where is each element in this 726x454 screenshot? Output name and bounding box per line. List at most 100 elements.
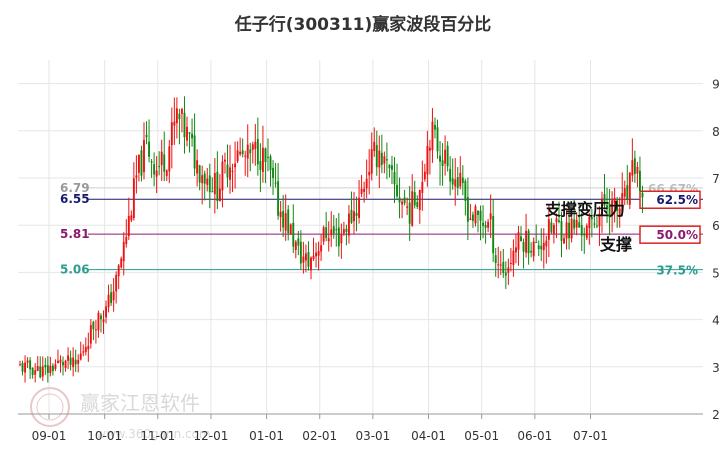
candle-body bbox=[585, 225, 588, 238]
candle-body bbox=[598, 213, 601, 227]
candle-body bbox=[517, 232, 520, 250]
candle-body bbox=[489, 213, 492, 220]
level-label-right: 62.5% bbox=[656, 193, 698, 207]
candle-body bbox=[507, 267, 510, 273]
y-tick-label: 6 bbox=[712, 219, 720, 233]
candle-body bbox=[537, 245, 540, 250]
candle-body bbox=[570, 218, 573, 239]
x-tick-label: 05-01 bbox=[464, 429, 499, 443]
candle-body bbox=[249, 149, 252, 154]
candle-body bbox=[590, 217, 593, 220]
candle-body bbox=[112, 291, 115, 301]
candle-body bbox=[57, 360, 59, 364]
candle-body bbox=[484, 224, 487, 228]
candle-body bbox=[213, 172, 216, 195]
candle-body bbox=[94, 329, 97, 331]
candle-body bbox=[24, 362, 27, 373]
candle-body bbox=[277, 181, 280, 216]
candle-body bbox=[282, 211, 285, 228]
candle-body bbox=[256, 138, 259, 165]
candle-body bbox=[385, 159, 388, 161]
candle-body bbox=[423, 171, 426, 180]
candle-body bbox=[428, 147, 431, 151]
candle-body bbox=[120, 258, 123, 268]
candle-body bbox=[370, 149, 373, 174]
candle-body bbox=[143, 139, 145, 173]
candle-body bbox=[406, 206, 409, 208]
candle-body bbox=[499, 264, 502, 266]
candle-body bbox=[522, 241, 525, 252]
candle-body bbox=[616, 200, 619, 212]
candle-body bbox=[261, 147, 264, 172]
candle-body bbox=[107, 294, 110, 308]
candle-body bbox=[368, 171, 371, 176]
candle-body bbox=[358, 197, 361, 218]
candle-body bbox=[378, 150, 381, 168]
y-tick-label: 9 bbox=[712, 78, 720, 92]
candle-body bbox=[160, 151, 163, 166]
candle-body bbox=[515, 247, 517, 253]
candle-body bbox=[41, 366, 44, 377]
candle-body bbox=[434, 125, 436, 130]
candle-body bbox=[512, 250, 515, 265]
candle-body bbox=[158, 166, 161, 168]
level-label-right: 37.5% bbox=[656, 264, 698, 278]
annotation-support: 支撑 bbox=[599, 235, 632, 254]
candle-body bbox=[165, 170, 168, 177]
candle-body bbox=[583, 233, 586, 236]
candle-body bbox=[201, 175, 204, 184]
candle-body bbox=[595, 225, 598, 227]
candle-body bbox=[226, 164, 229, 178]
candle-body bbox=[82, 351, 85, 353]
candle-body bbox=[535, 242, 538, 244]
x-tick-label: 11-01 bbox=[140, 429, 175, 443]
candle-body bbox=[527, 230, 530, 254]
candle-body bbox=[603, 193, 606, 206]
candle-body bbox=[170, 122, 173, 146]
candle-body bbox=[552, 224, 555, 234]
candle-body bbox=[461, 177, 464, 184]
candle-body bbox=[175, 108, 178, 124]
candle-body bbox=[69, 357, 72, 365]
candle-body bbox=[110, 292, 113, 304]
x-axis: 09-01 10-01 11-01 12-01 01-01 02-01 03-01 04-01… bbox=[18, 413, 703, 443]
candle-body bbox=[54, 364, 57, 369]
candle-body bbox=[471, 214, 474, 221]
candle-body bbox=[100, 315, 102, 320]
candle-body bbox=[469, 218, 472, 220]
candle-body bbox=[413, 192, 416, 206]
level-label-left: 5.81 bbox=[60, 227, 90, 241]
candle-body bbox=[211, 191, 214, 193]
candle-body bbox=[474, 206, 477, 224]
candle-body bbox=[418, 190, 421, 210]
candle-body bbox=[380, 152, 383, 165]
watermark-logo-inner bbox=[36, 393, 64, 421]
candle-body bbox=[279, 211, 282, 218]
candle-body bbox=[84, 347, 87, 353]
candle-body bbox=[254, 141, 257, 149]
candle-body bbox=[168, 146, 171, 172]
candle-body bbox=[307, 252, 310, 267]
x-tick-label: 09-01 bbox=[32, 429, 67, 443]
candle-body bbox=[302, 256, 305, 263]
level-label-right: 50.0% bbox=[656, 228, 698, 242]
candle-body bbox=[297, 238, 300, 246]
candle-body bbox=[441, 160, 444, 167]
level-lines: 6.79 66.67%6.55 62.5%5.81 50.0%5.06 37.5% bbox=[60, 181, 703, 278]
candle-body bbox=[375, 145, 378, 168]
candle-body bbox=[633, 158, 636, 174]
annotation-support-to-resistance: 支撑变压力 bbox=[544, 200, 625, 219]
candle-body bbox=[251, 144, 254, 150]
candle-body bbox=[186, 126, 188, 141]
candle-body bbox=[456, 177, 459, 189]
candle-body bbox=[578, 222, 581, 228]
candle-body bbox=[373, 141, 376, 152]
candle-body bbox=[264, 148, 267, 162]
candle-body bbox=[317, 251, 320, 256]
candle-body bbox=[638, 170, 641, 191]
candle-body bbox=[628, 172, 631, 205]
candle-body bbox=[365, 178, 368, 189]
